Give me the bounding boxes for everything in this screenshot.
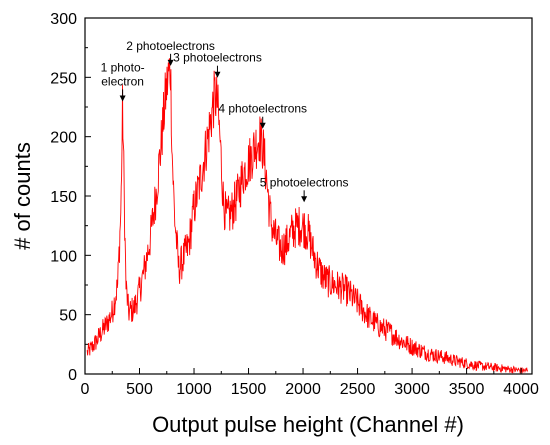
annotation-arrow-head [301, 196, 308, 203]
y-tick-label: 100 [50, 248, 77, 265]
annotation-label: 1 photo- [101, 60, 145, 74]
x-tick-label: 2500 [340, 381, 376, 398]
y-tick-label: 150 [50, 189, 77, 206]
x-tick-label: 500 [126, 381, 153, 398]
x-tick-label: 3000 [394, 381, 430, 398]
annotation-label: 5 photoelectrons [260, 175, 349, 189]
annotation-label: electron [101, 74, 144, 88]
x-tick-label: 3500 [449, 381, 485, 398]
annotation-label: 2 photoelectrons [126, 39, 215, 53]
annotation-arrow-head [167, 59, 174, 66]
y-axis: 0 50 100 150 200 250 300 [50, 11, 91, 384]
series-line [86, 57, 529, 374]
x-tick-label: 1000 [176, 381, 212, 398]
y-tick-label: 250 [50, 70, 77, 87]
series-layer [86, 57, 529, 374]
x-axis: 0 500 1000 1500 2000 2500 3000 3500 4000 [81, 368, 539, 398]
x-tick-label: 0 [81, 381, 90, 398]
y-axis-title: # of counts [10, 142, 35, 250]
annotation-arrow-head [214, 71, 221, 78]
annotation-arrow-head [119, 95, 126, 102]
annotation-label: 3 photoelectrons [173, 51, 262, 65]
x-tick-label: 2000 [285, 381, 321, 398]
x-tick-label: 4000 [503, 381, 539, 398]
annotation-arrow-head [259, 122, 266, 129]
y-tick-label: 200 [50, 130, 77, 147]
annotation-label: 4 photoelectrons [218, 102, 307, 116]
x-axis-title: Output pulse height (Channel #) [152, 412, 464, 437]
y-tick-label: 300 [50, 11, 77, 28]
y-tick-label: 0 [68, 367, 77, 384]
plot-frame [84, 17, 533, 375]
y-tick-label: 50 [59, 308, 77, 325]
x-tick-label: 1500 [231, 381, 267, 398]
